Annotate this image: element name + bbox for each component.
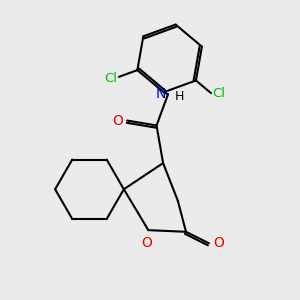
Text: H: H — [175, 89, 184, 103]
Text: O: O — [141, 236, 152, 250]
Text: O: O — [112, 114, 123, 128]
Text: Cl: Cl — [213, 87, 226, 100]
Text: Cl: Cl — [104, 72, 117, 85]
Text: O: O — [213, 236, 224, 250]
Text: N: N — [156, 87, 166, 101]
